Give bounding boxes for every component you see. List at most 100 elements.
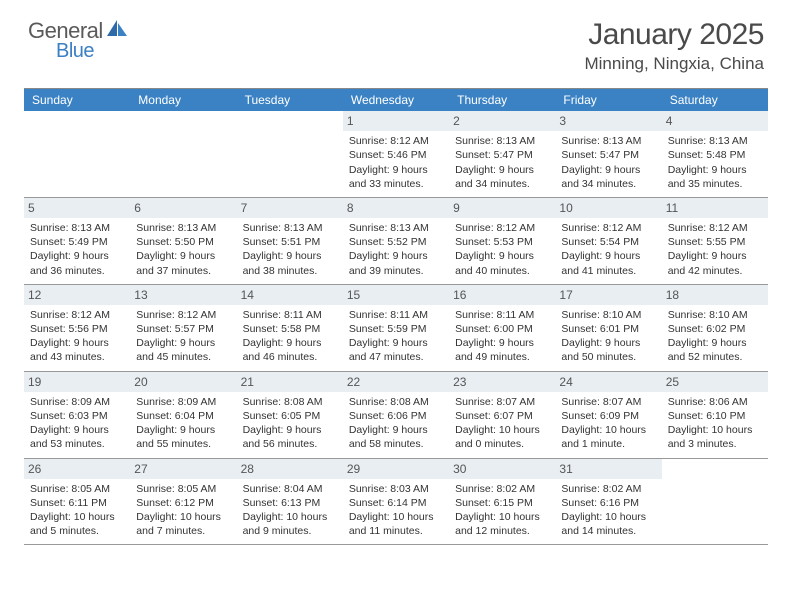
daylight-text: Daylight: 10 hours and 3 minutes. (668, 423, 762, 451)
sunset-text: Sunset: 6:16 PM (561, 496, 655, 510)
day-number: 7 (237, 198, 343, 218)
day-number: 31 (555, 459, 661, 479)
daylight-text: Daylight: 10 hours and 5 minutes. (30, 510, 124, 538)
logo-word-blue: Blue (56, 40, 94, 63)
sunrise-text: Sunrise: 8:13 AM (136, 221, 230, 235)
day-cell: 8Sunrise: 8:13 AMSunset: 5:52 PMDaylight… (343, 198, 449, 284)
daylight-text: Daylight: 9 hours and 47 minutes. (349, 336, 443, 364)
sunset-text: Sunset: 6:00 PM (455, 322, 549, 336)
day-number: 26 (24, 459, 130, 479)
day-number: 14 (237, 285, 343, 305)
sunrise-text: Sunrise: 8:08 AM (243, 395, 337, 409)
daylight-text: Daylight: 9 hours and 42 minutes. (668, 249, 762, 277)
sunrise-text: Sunrise: 8:10 AM (561, 308, 655, 322)
day-number: 17 (555, 285, 661, 305)
daylight-text: Daylight: 10 hours and 9 minutes. (243, 510, 337, 538)
sunrise-text: Sunrise: 8:12 AM (349, 134, 443, 148)
day-cell: 22Sunrise: 8:08 AMSunset: 6:06 PMDayligh… (343, 372, 449, 458)
sunset-text: Sunset: 5:59 PM (349, 322, 443, 336)
sunset-text: Sunset: 5:50 PM (136, 235, 230, 249)
day-number: 13 (130, 285, 236, 305)
daylight-text: Daylight: 9 hours and 56 minutes. (243, 423, 337, 451)
sunset-text: Sunset: 5:57 PM (136, 322, 230, 336)
day-header-row: Sunday Monday Tuesday Wednesday Thursday… (24, 89, 768, 111)
day-cell: 21Sunrise: 8:08 AMSunset: 6:05 PMDayligh… (237, 372, 343, 458)
daylight-text: Daylight: 9 hours and 49 minutes. (455, 336, 549, 364)
week-row: 1 Sunrise: 8:12 AMSunset: 5:46 PM Daylight… (24, 111, 768, 198)
daylight-text: Daylight: 10 hours and 1 minute. (561, 423, 655, 451)
day-number: 28 (237, 459, 343, 479)
sunset-text: Sunset: 6:05 PM (243, 409, 337, 423)
day-cell: 17 Sunrise: 8:10 AMSunset: 6:01 PMDayligh… (555, 285, 661, 371)
sunrise-text: Sunrise: 8:12 AM (455, 221, 549, 235)
day-number: 29 (343, 459, 449, 479)
day-cell: 26Sunrise: 8:05 AMSunset: 6:11 PMDayligh… (24, 459, 130, 545)
day-header-mon: Monday (130, 89, 236, 111)
day-cell (662, 459, 768, 545)
sunset-text: Sunset: 5:46 PM (349, 148, 443, 162)
month-title: January 2025 (584, 18, 764, 52)
daylight-text: Daylight: 9 hours and 34 minutes. (561, 163, 655, 191)
sunset-text: Sunset: 6:07 PM (455, 409, 549, 423)
day-number: 8 (343, 198, 449, 218)
day-cell: 24Sunrise: 8:07 AMSunset: 6:09 PMDayligh… (555, 372, 661, 458)
day-number: 23 (449, 372, 555, 392)
daylight-text: Daylight: 9 hours and 43 minutes. (30, 336, 124, 364)
daylight-text: Daylight: 10 hours and 11 minutes. (349, 510, 443, 538)
day-number: 1 (343, 111, 449, 131)
day-cell: 31Sunrise: 8:02 AMSunset: 6:16 PMDayligh… (555, 459, 661, 545)
daylight-text: Daylight: 9 hours and 58 minutes. (349, 423, 443, 451)
sunrise-text: Sunrise: 8:06 AM (668, 395, 762, 409)
day-cell: 12Sunrise: 8:12 AMSunset: 5:56 PMDayligh… (24, 285, 130, 371)
day-cell: 9Sunrise: 8:12 AMSunset: 5:53 PMDaylight… (449, 198, 555, 284)
sunset-text: Sunset: 6:01 PM (561, 322, 655, 336)
sunrise-text: Sunrise: 8:03 AM (349, 482, 443, 496)
day-number: 16 (449, 285, 555, 305)
day-cell (24, 111, 130, 197)
day-header-sun: Sunday (24, 89, 130, 111)
day-cell: 7Sunrise: 8:13 AMSunset: 5:51 PMDaylight… (237, 198, 343, 284)
day-cell: 3Sunrise: 8:13 AMSunset: 5:47 PMDaylight… (555, 111, 661, 197)
daylight-text: Daylight: 9 hours and 52 minutes. (668, 336, 762, 364)
sunrise-text: Sunrise: 8:02 AM (561, 482, 655, 496)
day-number: 15 (343, 285, 449, 305)
weeks-container: 1Sunrise: 8:12 AMSunset: 5:46 PMDaylight… (24, 111, 768, 545)
sunset-text: Sunset: 5:48 PM (668, 148, 762, 162)
sunset-text: Sunset: 5:52 PM (349, 235, 443, 249)
daylight-text: Daylight: 9 hours and 50 minutes. (561, 336, 655, 364)
day-number: 9 (449, 198, 555, 218)
sunset-text: Sunset: 6:14 PM (349, 496, 443, 510)
day-number: 4 (662, 111, 768, 131)
sunrise-text: Sunrise: 8:12 AM (136, 308, 230, 322)
day-cell: 20Sunrise: 8:09 AMSunset: 6:04 PMDayligh… (130, 372, 236, 458)
sunrise-text: Sunrise: 8:09 AM (136, 395, 230, 409)
sunset-text: Sunset: 5:49 PM (30, 235, 124, 249)
logo-sail-icon (107, 20, 129, 43)
sunset-text: Sunset: 6:13 PM (243, 496, 337, 510)
sunset-text: Sunset: 6:04 PM (136, 409, 230, 423)
sunset-text: Sunset: 5:56 PM (30, 322, 124, 336)
sunrise-text: Sunrise: 8:10 AM (668, 308, 762, 322)
sunset-text: Sunset: 6:06 PM (349, 409, 443, 423)
week-row: 12Sunrise: 8:12 AMSunset: 5:56 PMDayligh… (24, 285, 768, 372)
week-row: 26Sunrise: 8:05 AMSunset: 6:11 PMDayligh… (24, 459, 768, 546)
sunrise-text: Sunrise: 8:04 AM (243, 482, 337, 496)
sunrise-text: Sunrise: 8:13 AM (455, 134, 549, 148)
sunrise-text: Sunrise: 8:02 AM (455, 482, 549, 496)
daylight-text: Daylight: 9 hours and 53 minutes. (30, 423, 124, 451)
sunrise-text: Sunrise: 8:13 AM (561, 134, 655, 148)
day-cell: 19Sunrise: 8:09 AMSunset: 6:03 PMDayligh… (24, 372, 130, 458)
sunset-text: Sunset: 5:47 PM (561, 148, 655, 162)
sunrise-text: Sunrise: 8:11 AM (455, 308, 549, 322)
sunset-text: Sunset: 5:58 PM (243, 322, 337, 336)
sunset-text: Sunset: 5:54 PM (561, 235, 655, 249)
sunrise-text: Sunrise: 8:11 AM (243, 308, 337, 322)
day-number: 18 (662, 285, 768, 305)
daylight-text: Daylight: 10 hours and 7 minutes. (136, 510, 230, 538)
sunset-text: Sunset: 6:02 PM (668, 322, 762, 336)
sunset-text: Sunset: 5:51 PM (243, 235, 337, 249)
day-cell: 23Sunrise: 8:07 AMSunset: 6:07 PMDayligh… (449, 372, 555, 458)
day-number: 10 (555, 198, 661, 218)
day-header-fri: Friday (555, 89, 661, 111)
sunset-text: Sunset: 6:03 PM (30, 409, 124, 423)
